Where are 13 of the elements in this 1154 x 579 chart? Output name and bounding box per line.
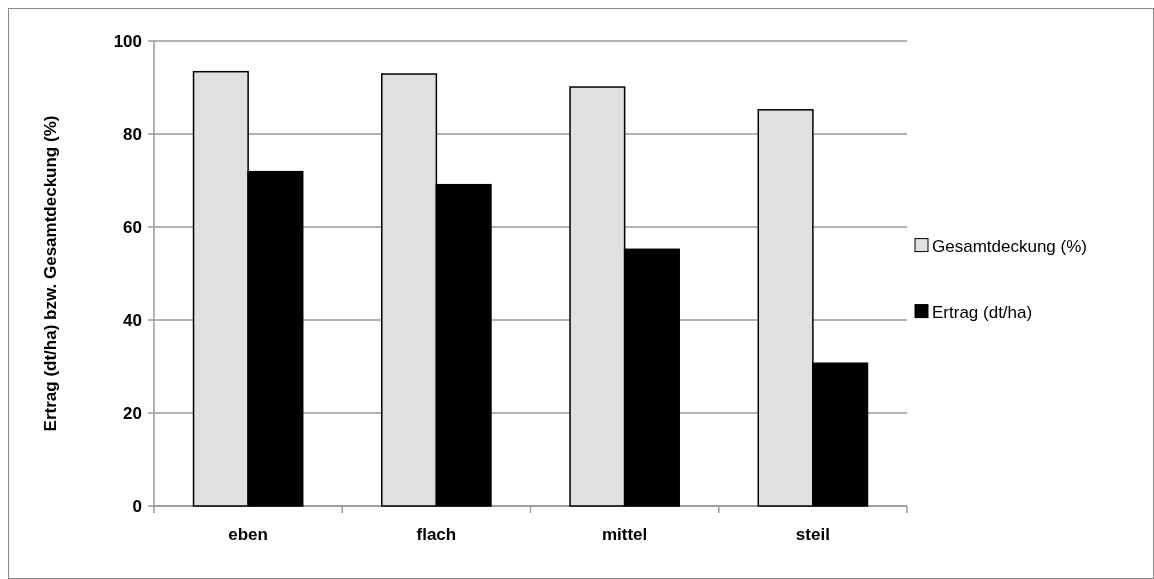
y-tick-label: 40 <box>123 310 142 330</box>
legend-label: Gesamtdeckung (%) <box>932 236 1087 256</box>
y-tick-label: 20 <box>123 403 142 423</box>
x-tick-label: eben <box>228 525 268 544</box>
x-tick-label: steil <box>795 525 830 544</box>
x-tick-label: flach <box>416 525 457 544</box>
y-axis-title: Ertrag (dt/ha) bzw. Gesamtdeckung (%) <box>41 115 60 432</box>
y-tick-label: 80 <box>123 124 142 144</box>
y-tick-label: 60 <box>123 217 142 237</box>
y-tick-label: 100 <box>113 31 142 51</box>
y-tick-label: 0 <box>132 496 142 516</box>
legend-label: Ertrag (dt/ha) <box>932 302 1033 322</box>
x-tick-label: mittel <box>601 525 648 544</box>
